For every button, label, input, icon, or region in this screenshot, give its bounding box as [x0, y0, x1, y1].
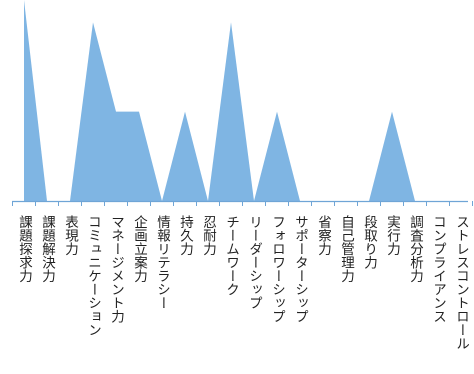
x-tick-label: マネージメント力 [108, 215, 125, 324]
area-segment-7 [162, 111, 185, 201]
x-tick-label: 段取り力 [361, 215, 378, 271]
x-tick-label: コミュニケーション [85, 215, 101, 337]
area-segment-12 [277, 111, 300, 201]
area-segment-4 [93, 22, 116, 202]
area-series [24, 0, 415, 202]
x-tick-label: 課題解決力 [39, 215, 56, 284]
x-tick-label: フォロワーシップ [269, 215, 285, 323]
x-tick-label: 企画立案力 [131, 214, 148, 284]
x-tick-label: サポーターシップ [292, 215, 308, 323]
x-tick-label: 省察力 [315, 215, 332, 257]
x-tick-label: 課題探求力 [16, 215, 33, 284]
x-tick-label: 持久力 [177, 215, 194, 257]
area-segment-6 [139, 111, 162, 201]
x-tick-label: 情報リテラシー [154, 215, 171, 310]
x-tick-label: ストレスコントロール [453, 215, 469, 350]
x-tick-label: コンプライアンス [430, 215, 446, 323]
x-tick-label: 忍耐力 [200, 215, 217, 257]
area-segment-9 [208, 22, 231, 202]
area-segment-5 [116, 111, 139, 201]
x-tick-label: リーダーシップ [246, 215, 262, 310]
area-segment-17 [392, 111, 415, 201]
area-segment-16 [369, 111, 392, 201]
area-segment-11 [254, 111, 277, 201]
x-tick-label: チームワーク [223, 215, 239, 296]
area-segment-8 [185, 111, 208, 201]
x-tick-label: 表現力 [62, 215, 79, 257]
x-tick-labels: 課題探求力 課題解決力 表現力 コミュニケーション マネージメント力 企画立案力 情報リテラ… [16, 214, 469, 350]
x-tick-label: 自己管理力 [338, 215, 355, 284]
area-segment-10 [231, 22, 254, 202]
area-segment-1 [24, 0, 47, 201]
x-tick-label: 実行力 [384, 215, 401, 257]
area-segment-3 [70, 22, 93, 202]
x-axis [12, 200, 473, 206]
x-tick-label: 調査分析力 [407, 215, 424, 284]
